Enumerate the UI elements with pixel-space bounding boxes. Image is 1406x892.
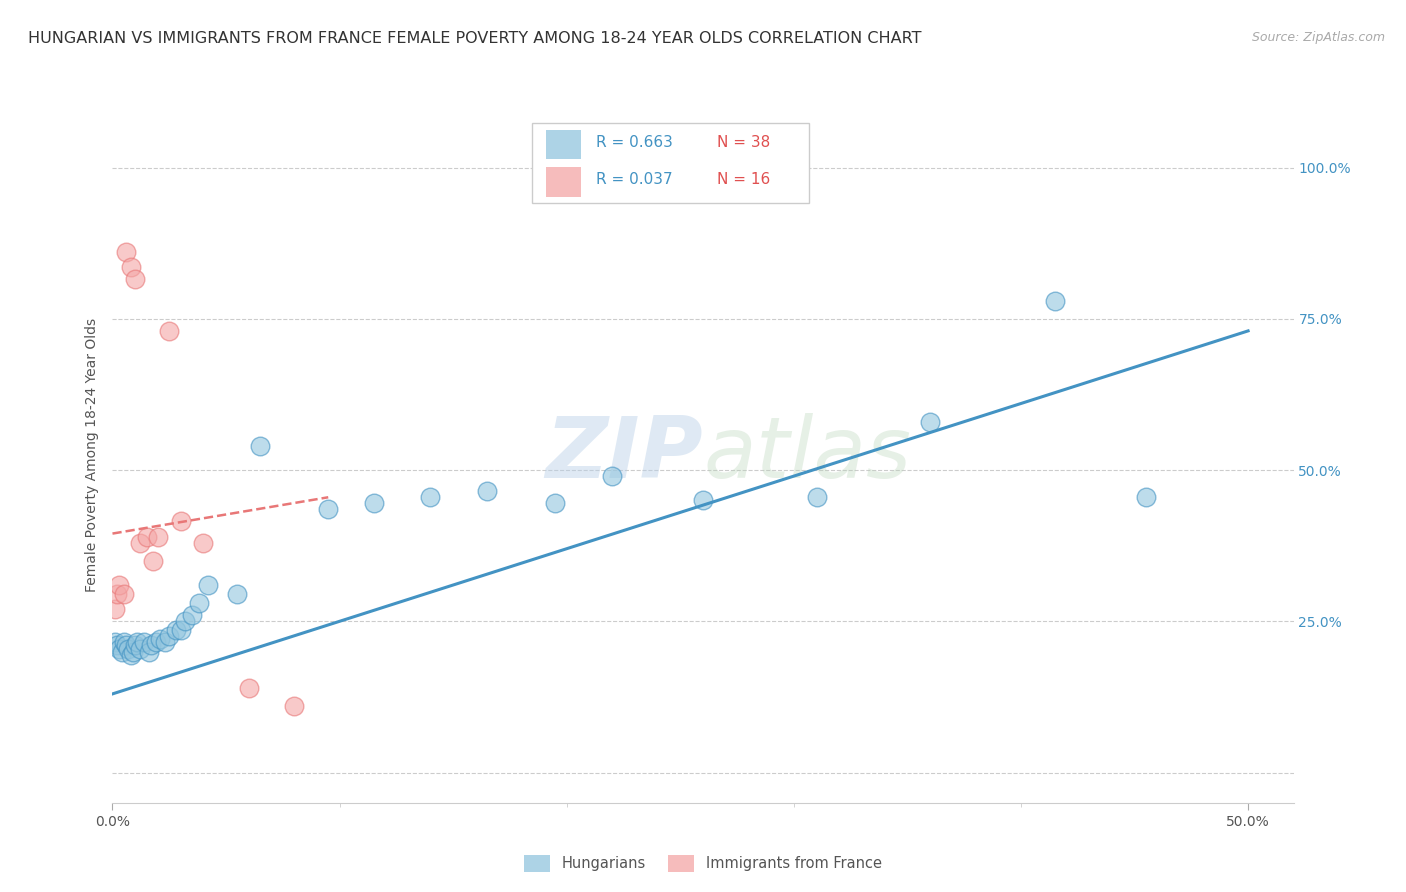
Point: [238, 681, 260, 695]
Point: [692, 493, 714, 508]
Point: [128, 535, 150, 549]
FancyBboxPatch shape: [531, 123, 810, 203]
Point: [139, 639, 162, 653]
Point: [112, 587, 135, 601]
Point: [127, 635, 149, 649]
Point: [806, 490, 828, 504]
Point: [544, 496, 567, 510]
Point: [145, 635, 167, 649]
Point: [193, 535, 215, 549]
Point: [108, 578, 131, 592]
Point: [226, 587, 249, 601]
Point: [115, 639, 138, 653]
Point: [105, 587, 128, 601]
Text: N = 16: N = 16: [717, 172, 770, 187]
Text: HUNGARIAN VS IMMIGRANTS FROM FRANCE FEMALE POVERTY AMONG 18-24 YEAR OLDS CORRELA: HUNGARIAN VS IMMIGRANTS FROM FRANCE FEMA…: [28, 31, 921, 46]
Point: [249, 439, 271, 453]
Text: N = 38: N = 38: [717, 135, 770, 150]
Point: [120, 648, 142, 662]
Point: [142, 554, 165, 568]
Point: [316, 502, 339, 516]
Point: [128, 641, 150, 656]
Point: [112, 635, 135, 649]
FancyBboxPatch shape: [546, 168, 581, 196]
Point: [1043, 293, 1066, 308]
Point: [169, 624, 191, 638]
Point: [149, 632, 172, 647]
Point: [165, 624, 187, 638]
Text: ZIP: ZIP: [546, 413, 703, 497]
Point: [197, 578, 219, 592]
FancyBboxPatch shape: [546, 130, 581, 159]
Point: [104, 602, 127, 616]
Point: [138, 644, 160, 658]
Point: [157, 324, 180, 338]
Text: atlas: atlas: [703, 413, 911, 497]
Point: [363, 496, 385, 510]
Text: R = 0.663: R = 0.663: [596, 135, 672, 150]
Point: [169, 515, 191, 529]
Text: R = 0.037: R = 0.037: [596, 172, 672, 187]
Point: [120, 260, 142, 275]
Point: [600, 469, 623, 483]
Text: Source: ZipAtlas.com: Source: ZipAtlas.com: [1251, 31, 1385, 45]
Point: [105, 639, 128, 653]
Point: [153, 635, 176, 649]
Point: [108, 641, 131, 656]
Point: [283, 698, 305, 713]
Point: [124, 272, 146, 286]
Point: [115, 245, 138, 260]
Point: [187, 596, 209, 610]
Point: [419, 490, 441, 504]
Point: [110, 644, 132, 658]
Point: [1135, 490, 1157, 504]
Point: [122, 644, 145, 658]
Point: [181, 608, 204, 623]
Point: [117, 641, 139, 656]
Legend: Hungarians, Immigrants from France: Hungarians, Immigrants from France: [517, 847, 889, 879]
Point: [104, 635, 127, 649]
Point: [157, 629, 180, 643]
Y-axis label: Female Poverty Among 18-24 Year Olds: Female Poverty Among 18-24 Year Olds: [86, 318, 100, 592]
Point: [920, 415, 942, 429]
Point: [146, 530, 169, 544]
Point: [124, 639, 146, 653]
Point: [135, 530, 157, 544]
Point: [174, 615, 197, 629]
Point: [477, 484, 499, 499]
Point: [134, 635, 156, 649]
